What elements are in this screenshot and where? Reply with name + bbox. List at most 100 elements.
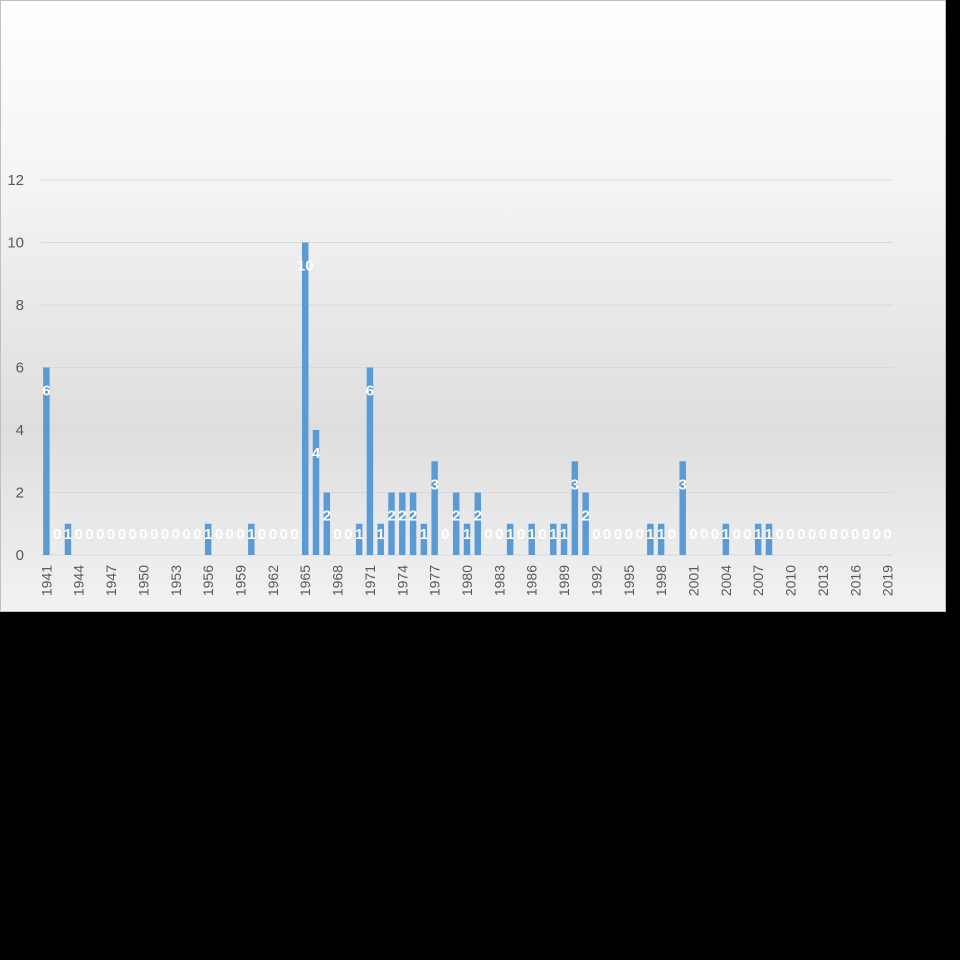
- x-tick-label: 1956: [200, 565, 216, 596]
- data-label: 0: [797, 526, 805, 543]
- data-label: 2: [452, 508, 460, 525]
- data-label: 0: [172, 526, 180, 543]
- data-label: 0: [635, 526, 643, 543]
- y-tick-label: 6: [16, 360, 24, 377]
- bar: [474, 492, 482, 555]
- x-tick-label: 2007: [750, 565, 766, 596]
- bar: [409, 492, 417, 555]
- x-tick-label: 2004: [718, 565, 734, 596]
- bar: [388, 492, 395, 555]
- data-label: 0: [53, 526, 61, 543]
- data-label: 0: [215, 526, 223, 543]
- y-tick-label: 10: [7, 235, 24, 252]
- data-label: 0: [484, 526, 492, 543]
- data-label: 4: [312, 445, 321, 462]
- bar: [355, 523, 363, 555]
- data-label: 1: [64, 526, 72, 543]
- x-tick-label: 1983: [491, 565, 507, 596]
- data-label: 0: [517, 526, 525, 543]
- bar: [248, 523, 255, 555]
- data-label: 1: [355, 526, 363, 543]
- bars: [43, 242, 773, 555]
- data-label: 0: [711, 526, 719, 543]
- data-label: 0: [603, 526, 611, 543]
- bar: [43, 367, 50, 555]
- bar: [765, 523, 773, 555]
- bar: [420, 523, 428, 555]
- x-tick-label: 1977: [427, 565, 443, 596]
- bar: [64, 523, 72, 555]
- bar: [657, 523, 665, 555]
- bar: [366, 367, 374, 555]
- data-label: 3: [571, 476, 579, 493]
- data-label: 0: [258, 526, 266, 543]
- data-label: 1: [247, 526, 255, 543]
- data-label: 0: [139, 526, 147, 543]
- data-label: 6: [366, 383, 374, 400]
- x-tick-label: 1971: [362, 565, 378, 596]
- data-label: 0: [625, 526, 633, 543]
- data-label: 2: [387, 508, 395, 525]
- bar: [506, 523, 514, 555]
- data-label: 1: [754, 526, 762, 543]
- x-tick-label: 1944: [71, 565, 87, 596]
- data-label: 1: [549, 526, 557, 543]
- data-label: 3: [430, 476, 438, 493]
- bar: [204, 523, 212, 555]
- data-label: 6: [42, 383, 50, 400]
- x-axis-ticks: 1941 1944 1947 1950 1953 1956 1959 1962 1965 1968…: [38, 565, 895, 596]
- data-label: 0: [75, 526, 83, 543]
- data-label: 0: [236, 526, 244, 543]
- data-label: 1: [377, 526, 385, 543]
- data-label: 0: [873, 526, 881, 543]
- data-label: 0: [150, 526, 158, 543]
- data-label: 0: [495, 526, 503, 543]
- data-label: 0: [182, 526, 190, 543]
- bar: [582, 492, 589, 555]
- bar: [377, 523, 384, 555]
- x-tick-label: 1953: [168, 565, 184, 596]
- data-label: 0: [193, 526, 201, 543]
- x-tick-label: 1968: [330, 565, 346, 596]
- bar: [754, 523, 762, 555]
- data-label: 0: [851, 526, 859, 543]
- x-tick-label: 1950: [135, 565, 151, 596]
- data-label: 0: [279, 526, 287, 543]
- data-label: 0: [107, 526, 115, 543]
- bar: [560, 523, 568, 555]
- data-label: 0: [161, 526, 169, 543]
- y-tick-label: 8: [16, 297, 24, 314]
- data-label: 0: [700, 526, 708, 543]
- data-label: 1: [506, 526, 514, 543]
- x-tick-label: 1962: [265, 565, 281, 596]
- data-label: 0: [883, 526, 891, 543]
- data-label: 3: [679, 476, 687, 493]
- data-label: 2: [581, 508, 589, 525]
- data-label: 2: [398, 508, 406, 525]
- x-tick-label: 2013: [815, 565, 831, 596]
- data-label: 0: [333, 526, 341, 543]
- bar: [463, 523, 471, 555]
- x-tick-label: 2001: [685, 565, 701, 596]
- data-label: 0: [786, 526, 794, 543]
- data-label: 1: [722, 526, 730, 543]
- bar: [399, 492, 406, 555]
- y-tick-label: 0: [16, 547, 24, 564]
- data-label: 1: [657, 526, 665, 543]
- data-label: 0: [689, 526, 697, 543]
- x-tick-label: 2010: [783, 565, 799, 596]
- bar: [312, 430, 320, 555]
- data-label: 0: [614, 526, 622, 543]
- x-tick-label: 1998: [653, 565, 669, 596]
- chart-panel: 0 2 4 6 8 10 12 6 0 1 0 0 0 0 0 0 0 0 0 0 0 0 1 0 0 0 1 0 0 0 0 10 4 2 0 0…: [0, 0, 946, 612]
- bar: [323, 492, 331, 555]
- data-label: 0: [862, 526, 870, 543]
- data-label: 1: [765, 526, 773, 543]
- bar: [431, 461, 438, 555]
- data-label: 0: [441, 526, 449, 543]
- data-label: 1: [646, 526, 654, 543]
- data-label: 1: [560, 526, 568, 543]
- bar: [647, 523, 654, 555]
- bar: [452, 492, 460, 555]
